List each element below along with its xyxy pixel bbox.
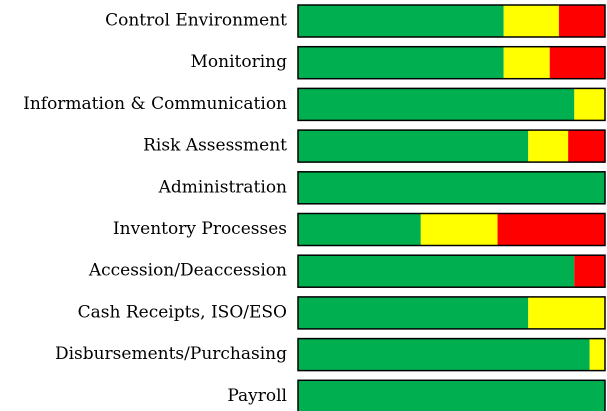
category-label: Risk Assessment: [143, 136, 287, 156]
bar-outline: [297, 45, 606, 80]
bar-outline: [297, 254, 606, 288]
category-label: Accession/Deaccession: [88, 261, 287, 281]
bar-segment: [298, 296, 529, 329]
bar-segment: [558, 5, 605, 37]
category-label: Monitoring: [191, 52, 288, 72]
bar-segment: [298, 46, 504, 79]
bar-segment: [549, 46, 605, 79]
bar-segment: [298, 213, 421, 246]
bar-outline: [297, 129, 606, 163]
bar-segment: [298, 171, 605, 204]
category-label: Cash Receipts, ISO/ESO: [78, 302, 287, 322]
bar-outline: [297, 171, 606, 205]
category-label: Administration: [158, 177, 287, 197]
bar-segment: [298, 5, 504, 37]
bar-outline: [297, 87, 606, 122]
bar-segment: [528, 296, 605, 329]
bar-segment: [298, 130, 529, 163]
bar-segment: [568, 130, 605, 163]
category-label: Information & Communication: [23, 94, 287, 114]
bar-segment: [298, 255, 575, 288]
category-label: Inventory Processes: [113, 219, 287, 239]
bar-segment: [298, 88, 575, 121]
bar-segment: [574, 88, 605, 121]
bar-segment: [503, 5, 559, 37]
category-label: Disbursements/Purchasing: [55, 344, 287, 364]
bar-segment: [298, 380, 605, 411]
category-label: Payroll: [227, 386, 287, 406]
bar-outline: [297, 379, 606, 411]
bar-outline: [297, 212, 606, 247]
bar-segment: [503, 46, 550, 79]
bar-segment: [528, 130, 569, 163]
bar-outline: [297, 337, 606, 372]
bar-segment: [589, 338, 605, 371]
bar-segment: [574, 255, 605, 288]
bar-segment: [497, 213, 605, 246]
bar-segment: [298, 338, 590, 371]
bar-outline: [297, 296, 606, 330]
bar-segment: [420, 213, 498, 246]
bar-outline: [297, 4, 606, 38]
category-label: Control Environment: [105, 11, 287, 31]
